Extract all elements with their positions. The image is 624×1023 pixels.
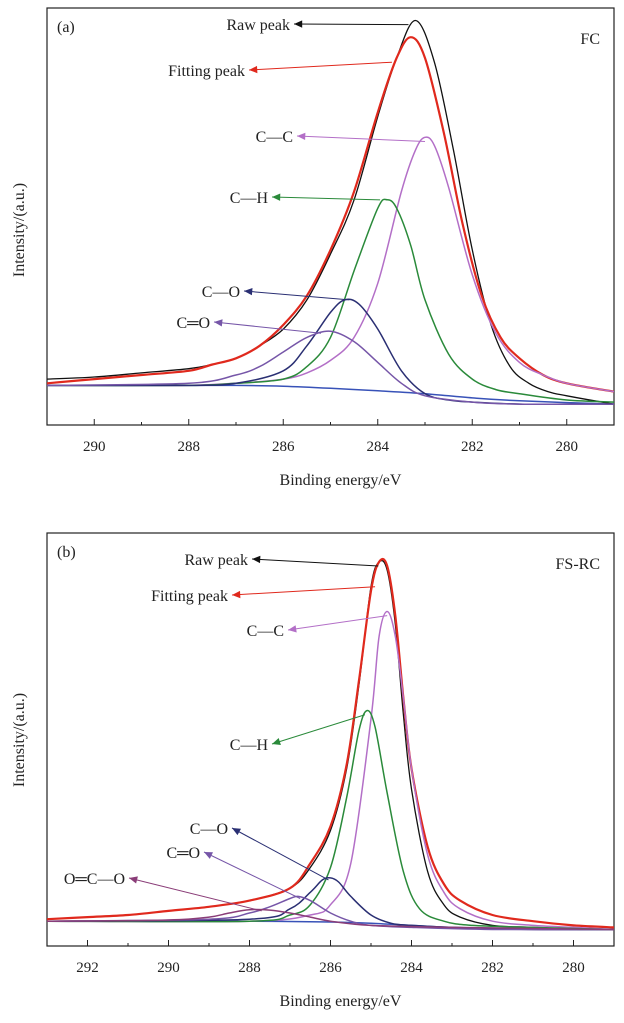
annotation-arrow-line — [231, 827, 329, 881]
annotation-arrow-line — [287, 615, 388, 631]
annotation-arrowhead — [249, 65, 258, 74]
annotation-arrow-line — [296, 135, 426, 142]
series-line-raw-peak — [47, 559, 614, 931]
annotation-label-c-c: C—C — [247, 623, 284, 640]
x-tick-label: 280 — [562, 960, 585, 976]
panel-a: 290 288 286 284 282 280 Binding energy/eV Inten… — [11, 7, 615, 489]
x-tick-label: 290 — [83, 439, 106, 455]
panel-label: (b) — [57, 544, 76, 561]
series-line-c-h — [47, 198, 614, 403]
annotation-label-o-c-o: O═C—O — [64, 871, 125, 888]
annotation-label-fitting-peak: Fitting peak — [168, 63, 245, 80]
annotation-arrow-line — [203, 851, 301, 899]
x-tick-label: 288 — [238, 960, 261, 976]
x-tick-label: 290 — [157, 960, 180, 976]
annotation-label-c-o: C—O — [190, 821, 228, 838]
annotation-arrow-line — [251, 558, 379, 567]
annotation-arrowhead — [244, 288, 253, 296]
series-line-c-h — [47, 709, 614, 931]
x-tick-label: 282 — [461, 439, 484, 455]
panel-b: 292 290 288 286 284 282 280 Binding energy/eV In… — [11, 532, 615, 1010]
x-tick-label: 282 — [481, 960, 504, 976]
panel-label: (a) — [57, 19, 75, 36]
x-tick-label: 284 — [367, 439, 390, 455]
annotation-arrowhead — [232, 828, 241, 836]
annotation-arrowhead — [252, 555, 261, 564]
annotation-arrowhead — [288, 625, 297, 633]
annotation-arrowhead — [129, 876, 138, 884]
x-tick-label: 288 — [178, 439, 201, 455]
annotation-label-c-o: C═O — [166, 845, 200, 862]
x-tick-label: 292 — [76, 960, 99, 976]
x-tick-label: 280 — [556, 439, 579, 455]
annotation-arrow-line — [231, 586, 376, 596]
series-line-fitting-peak — [47, 557, 614, 929]
annotation-label-c-h: C—H — [230, 190, 269, 207]
annotation-arrowhead — [294, 20, 303, 28]
annotation-arrow-line — [213, 321, 322, 334]
y-axis-label: Intensity/(a.u.) — [11, 183, 28, 277]
annotation-arrow-line — [128, 877, 262, 912]
annotation-arrowhead — [232, 590, 241, 599]
plot-frame — [46, 532, 615, 947]
x-axis-label: Binding energy/eV — [280, 993, 402, 1010]
plot-frame — [46, 7, 615, 426]
annotation-arrowhead — [272, 193, 281, 201]
annotation-label-c-c: C—C — [256, 129, 293, 146]
series-line-fitting-peak — [47, 36, 614, 393]
annotation-label-c-o: C—O — [202, 284, 240, 301]
series-line-c-c — [47, 610, 614, 931]
series-line-o-c-o — [47, 908, 614, 931]
annotation-arrow-line — [243, 290, 350, 301]
sample-name: FS-RC — [556, 556, 600, 573]
series-line-c-o — [47, 330, 614, 406]
series-line-c-c — [47, 136, 614, 393]
x-tick-label: 286 — [319, 960, 342, 976]
x-tick-label: 284 — [400, 960, 423, 976]
annotation-label-raw-peak: Raw peak — [184, 552, 248, 569]
annotation-arrowhead — [297, 132, 306, 140]
annotation-label-raw-peak: Raw peak — [226, 17, 290, 34]
annotation-arrowhead — [204, 852, 213, 859]
annotation-label-fitting-peak: Fitting peak — [151, 588, 228, 605]
x-axis-label: Binding energy/eV — [280, 472, 402, 489]
sample-name: FC — [580, 31, 600, 48]
annotation-arrow-line — [271, 196, 381, 201]
annotation-arrow-line — [248, 61, 392, 71]
x-tick-label: 286 — [272, 439, 295, 455]
annotation-arrowhead — [214, 319, 223, 327]
annotation-label-c-h: C—H — [230, 737, 269, 754]
series-line-c-o — [47, 895, 614, 931]
series-line-raw-peak — [47, 19, 614, 405]
y-axis-label: Intensity/(a.u.) — [11, 693, 28, 787]
annotation-arrowhead — [272, 738, 281, 745]
annotation-label-c-o: C═O — [176, 315, 210, 332]
annotation-arrow-line — [271, 714, 366, 745]
annotation-arrow-line — [293, 23, 409, 26]
